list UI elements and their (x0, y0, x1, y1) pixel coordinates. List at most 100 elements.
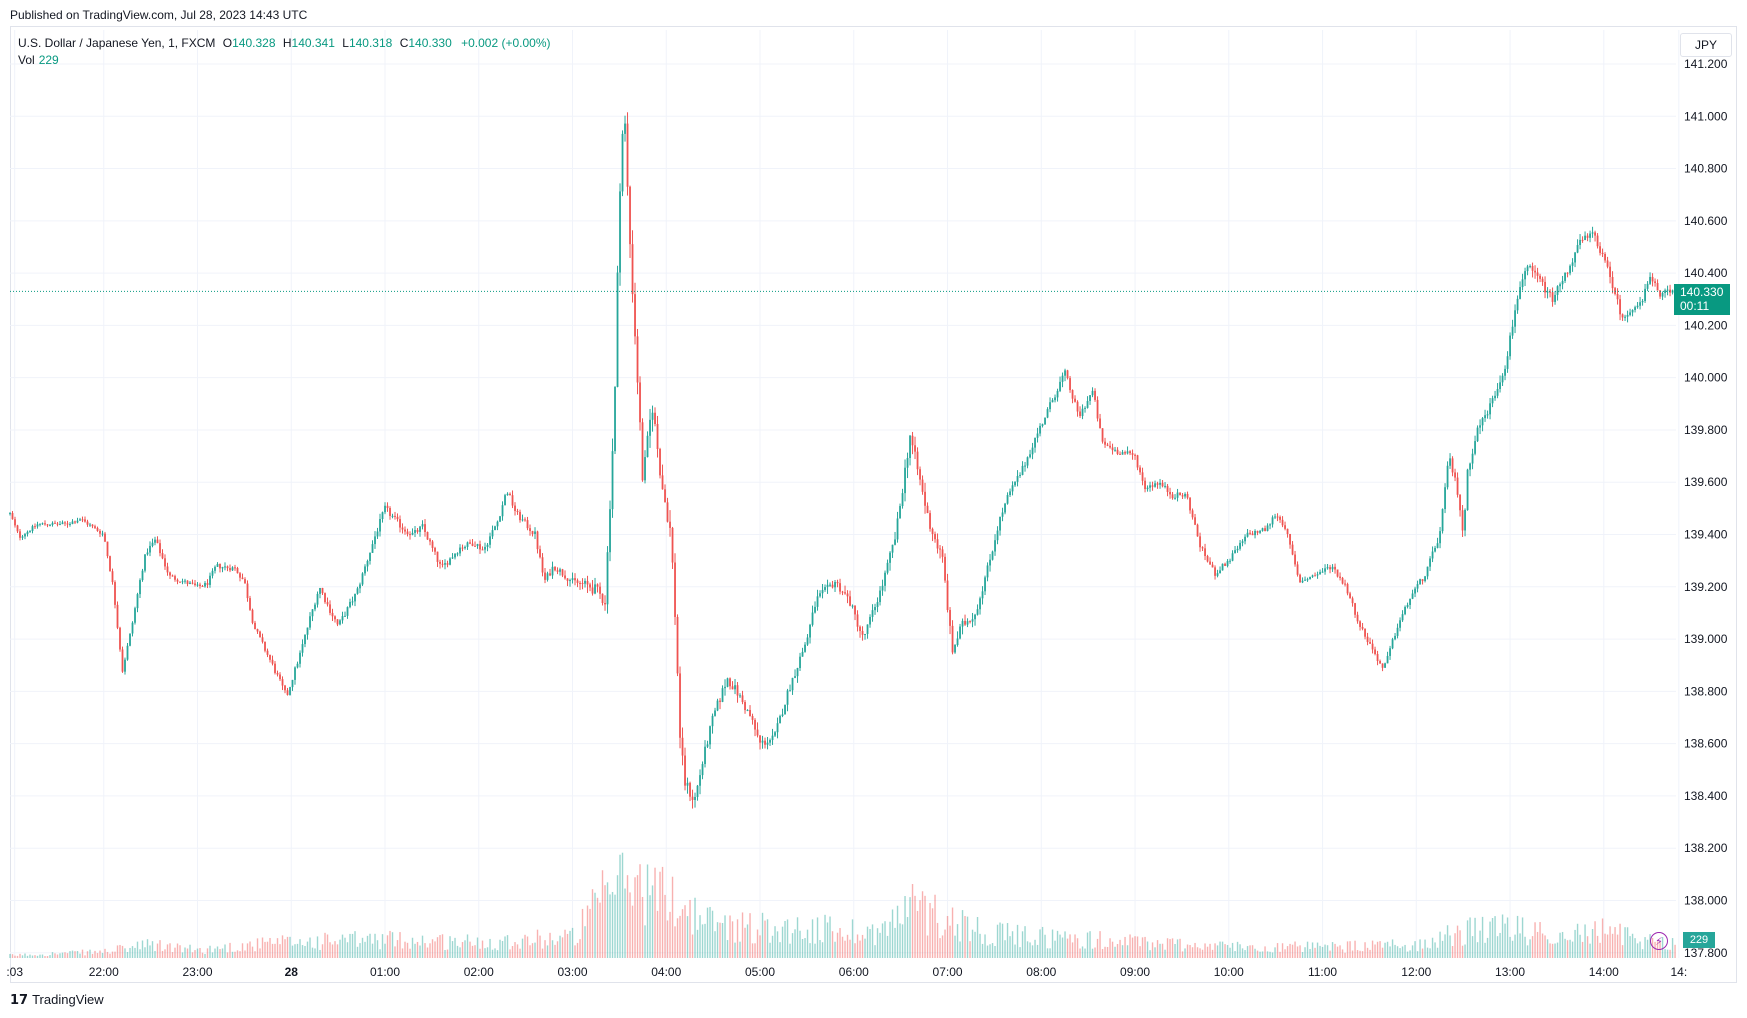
candle-body (1276, 516, 1279, 518)
candle-body (1566, 272, 1569, 274)
volume-bar (1631, 933, 1634, 958)
candle-body (391, 515, 394, 517)
volume-bar (81, 949, 84, 958)
candle-body (1281, 519, 1284, 526)
candle-body (1434, 547, 1436, 552)
candle-body (1549, 291, 1551, 293)
candle-body (491, 530, 494, 537)
volume-bar (459, 947, 461, 958)
candle-body (299, 652, 301, 664)
candle-body (276, 672, 279, 675)
volume-bar (1571, 941, 1574, 958)
candle-body (786, 690, 789, 705)
volume-bar (384, 943, 386, 958)
candle-body (281, 679, 284, 686)
candle-body (749, 709, 751, 717)
volume-bar (1499, 932, 1501, 958)
volume-bar (1311, 942, 1314, 958)
candle-body (314, 604, 316, 610)
candle-body (559, 569, 561, 572)
candle-body (529, 528, 531, 532)
candle-body (366, 560, 369, 567)
candle-body (1576, 245, 1579, 253)
candle-body (916, 451, 919, 470)
candle-body (399, 519, 401, 528)
volume-bar (939, 938, 941, 958)
volume-bar (539, 935, 541, 958)
volume-bar (1666, 949, 1669, 958)
volume-bar (1564, 938, 1566, 958)
grid-lines (10, 30, 1680, 958)
x-tick-label: 09:00 (1120, 965, 1150, 979)
candle-body (444, 563, 446, 565)
volume-bar (1306, 941, 1309, 958)
volume-label[interactable]: Vol (18, 53, 35, 67)
candle-body (659, 448, 661, 476)
volume-bar (1616, 934, 1619, 958)
volume-bar (1336, 946, 1339, 958)
candle-body (1464, 510, 1466, 531)
volume-bar (964, 916, 966, 958)
footer-brand[interactable]: 17 TradingView (10, 992, 104, 1008)
volume-bar (1176, 939, 1179, 958)
lightning-icon[interactable]: ⚡ (1650, 932, 1668, 950)
candle-body (1006, 495, 1009, 504)
candle-body (1569, 265, 1571, 274)
candle-body (969, 621, 971, 623)
volume-bar (941, 935, 944, 958)
volume-bar (34, 955, 36, 958)
candle-body (164, 558, 166, 567)
candle-body (36, 524, 39, 527)
volume-bar (1214, 943, 1216, 958)
volume-bar (99, 950, 101, 958)
currency-button[interactable]: JPY (1680, 33, 1732, 57)
volume-bar (1234, 951, 1236, 958)
candle-body (594, 584, 596, 594)
candle-body (139, 580, 141, 595)
candle-body (619, 191, 621, 273)
volume-bar (436, 937, 439, 958)
candle-body (846, 593, 849, 597)
candle-body (1051, 400, 1054, 403)
volume-bar (889, 921, 891, 958)
volume-bar (1006, 923, 1009, 958)
volume-bar (241, 943, 244, 958)
volume-bar (276, 938, 279, 958)
candle-body (1231, 553, 1234, 561)
volume-bar (1644, 937, 1646, 958)
volume-bar (1124, 936, 1126, 958)
candle-body (1091, 390, 1094, 396)
candle-body (909, 435, 911, 458)
volume-bar (491, 949, 494, 958)
candle-body (806, 637, 809, 645)
symbol-title[interactable]: U.S. Dollar / Japanese Yen, 1, FXCM (18, 36, 216, 50)
candle-body (211, 570, 214, 576)
candle-body (1206, 556, 1209, 562)
volume-bar (1089, 931, 1091, 958)
volume-bar (704, 923, 706, 958)
x-tick-label: 01:00 (370, 965, 400, 979)
volume-bar (624, 888, 626, 958)
candle-body (1426, 566, 1429, 577)
volume-bar (506, 935, 509, 958)
candle-body (1194, 517, 1196, 525)
y-tick-label: 138.600 (1684, 737, 1728, 751)
volume-bar (1466, 920, 1469, 958)
candle-body (569, 580, 571, 582)
volume-bar (469, 941, 471, 958)
volume-bar (806, 929, 809, 958)
candle-body (316, 593, 319, 605)
candle-body (884, 572, 886, 586)
candle-body (1641, 300, 1644, 303)
candle-body (1154, 483, 1156, 487)
candle-body (1454, 472, 1456, 478)
volume-bar (289, 936, 291, 958)
candle-body (1371, 643, 1374, 650)
volume-bar (224, 944, 226, 958)
volume-legend: Vol 229 (18, 53, 59, 67)
volume-bar (286, 936, 289, 958)
candle-body (1411, 593, 1414, 599)
volume-bar (1446, 925, 1449, 958)
candle-body (221, 567, 224, 569)
